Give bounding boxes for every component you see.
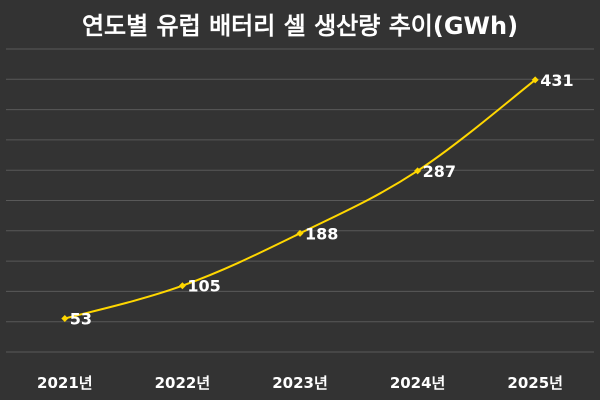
data-label: 431 — [540, 71, 573, 90]
data-label: 105 — [187, 277, 220, 296]
data-point — [414, 167, 422, 175]
data-label: 188 — [305, 224, 338, 243]
x-tick-label: 2021년 — [37, 374, 93, 392]
x-axis-ticks: 2021년 2022년 2023년 2024년 2025년 — [37, 374, 563, 392]
x-tick-label: 2022년 — [155, 374, 211, 392]
x-tick-label: 2025년 — [507, 374, 563, 392]
series-line-group — [64, 79, 536, 320]
data-point — [531, 76, 539, 84]
x-tick-label: 2024년 — [390, 374, 446, 392]
chart-title: 연도별 유럽 배터리 셀 생산량 추이(GWh) — [81, 12, 519, 40]
data-labels: 53 105 188 287 431 — [70, 71, 574, 329]
data-label: 287 — [423, 162, 456, 181]
data-point — [296, 229, 304, 237]
data-points — [61, 76, 539, 323]
data-point — [178, 282, 186, 290]
gridlines — [6, 48, 594, 353]
x-tick-label: 2023년 — [272, 374, 328, 392]
data-point — [61, 315, 69, 323]
data-label: 53 — [70, 310, 92, 329]
series-line — [64, 79, 536, 320]
